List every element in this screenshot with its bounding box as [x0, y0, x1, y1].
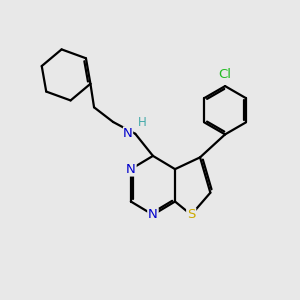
- Text: S: S: [187, 208, 195, 221]
- Text: N: N: [126, 163, 136, 176]
- Text: N: N: [148, 208, 158, 221]
- Text: N: N: [123, 127, 133, 140]
- Text: Cl: Cl: [219, 68, 232, 81]
- Text: H: H: [138, 116, 146, 129]
